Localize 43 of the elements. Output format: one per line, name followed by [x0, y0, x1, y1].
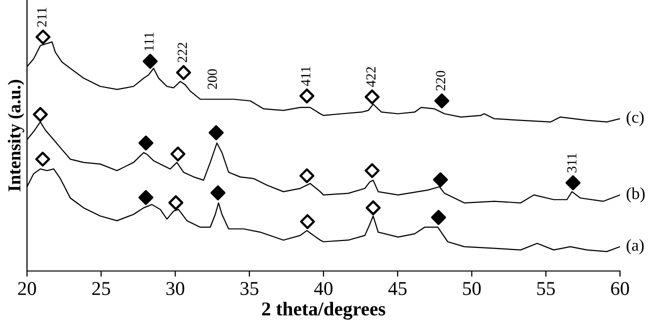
point — [299, 88, 314, 104]
x-tick-label: 20 — [18, 282, 36, 296]
x-tick-label: 35 — [240, 282, 258, 296]
point — [35, 152, 50, 167]
point — [36, 30, 50, 44]
point — [138, 190, 154, 205]
series-label: (a) — [626, 239, 644, 254]
annotation: 422 — [366, 67, 376, 87]
x-tick-label: 25 — [92, 282, 110, 296]
x-tick-label: 60 — [611, 282, 629, 296]
point — [366, 200, 381, 216]
point — [32, 106, 48, 122]
annotation: 200 — [208, 69, 217, 89]
point — [138, 136, 154, 150]
x-tick-label: 40 — [314, 282, 332, 296]
x-tick-label: 55 — [537, 282, 555, 296]
point — [364, 163, 380, 178]
point — [300, 214, 315, 230]
point — [210, 185, 226, 200]
point — [566, 175, 580, 190]
point — [168, 195, 184, 210]
x-axis-title: 2 theta/degrees — [262, 302, 386, 320]
annotation: 220 — [436, 70, 446, 91]
x-tick-label: 45 — [388, 282, 407, 296]
series-label: (c) — [626, 111, 644, 126]
point — [299, 168, 314, 184]
annotation: 311 — [567, 154, 576, 172]
annotation: 211 — [37, 8, 46, 27]
annotation: 411 — [301, 66, 310, 86]
point — [434, 93, 450, 108]
point — [432, 172, 448, 188]
annotation: 222 — [178, 42, 187, 62]
x-tick-label: 50 — [463, 282, 481, 296]
point — [170, 146, 186, 162]
point — [208, 125, 224, 140]
point — [431, 210, 446, 225]
annotation: 111 — [144, 32, 154, 50]
y-axis-title: Intensity (a.u.) — [8, 80, 24, 192]
point — [364, 89, 380, 104]
point — [176, 65, 192, 80]
series-label: (b) — [626, 187, 645, 203]
point — [142, 54, 158, 69]
x-tick-label: 30 — [166, 282, 184, 296]
